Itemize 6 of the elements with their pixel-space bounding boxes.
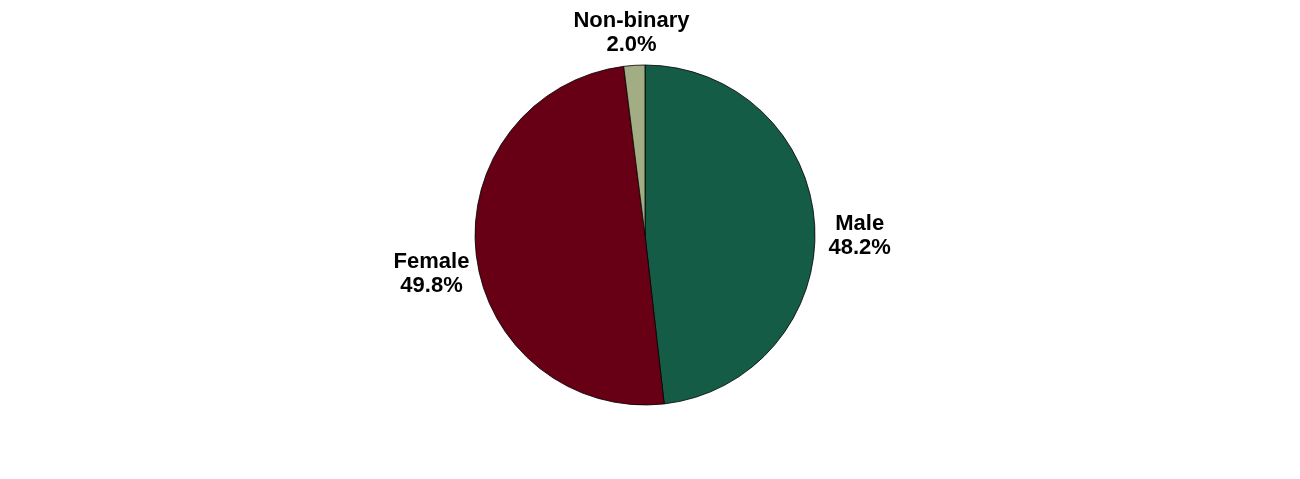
slice-label: Non-binary [573, 7, 691, 33]
data-label: 2.0% [606, 31, 657, 57]
slice-label: Female [393, 247, 470, 273]
slice-label: Male [835, 209, 885, 235]
data-label: 48.2% [828, 233, 891, 259]
data-label: 49.8% [400, 271, 463, 297]
